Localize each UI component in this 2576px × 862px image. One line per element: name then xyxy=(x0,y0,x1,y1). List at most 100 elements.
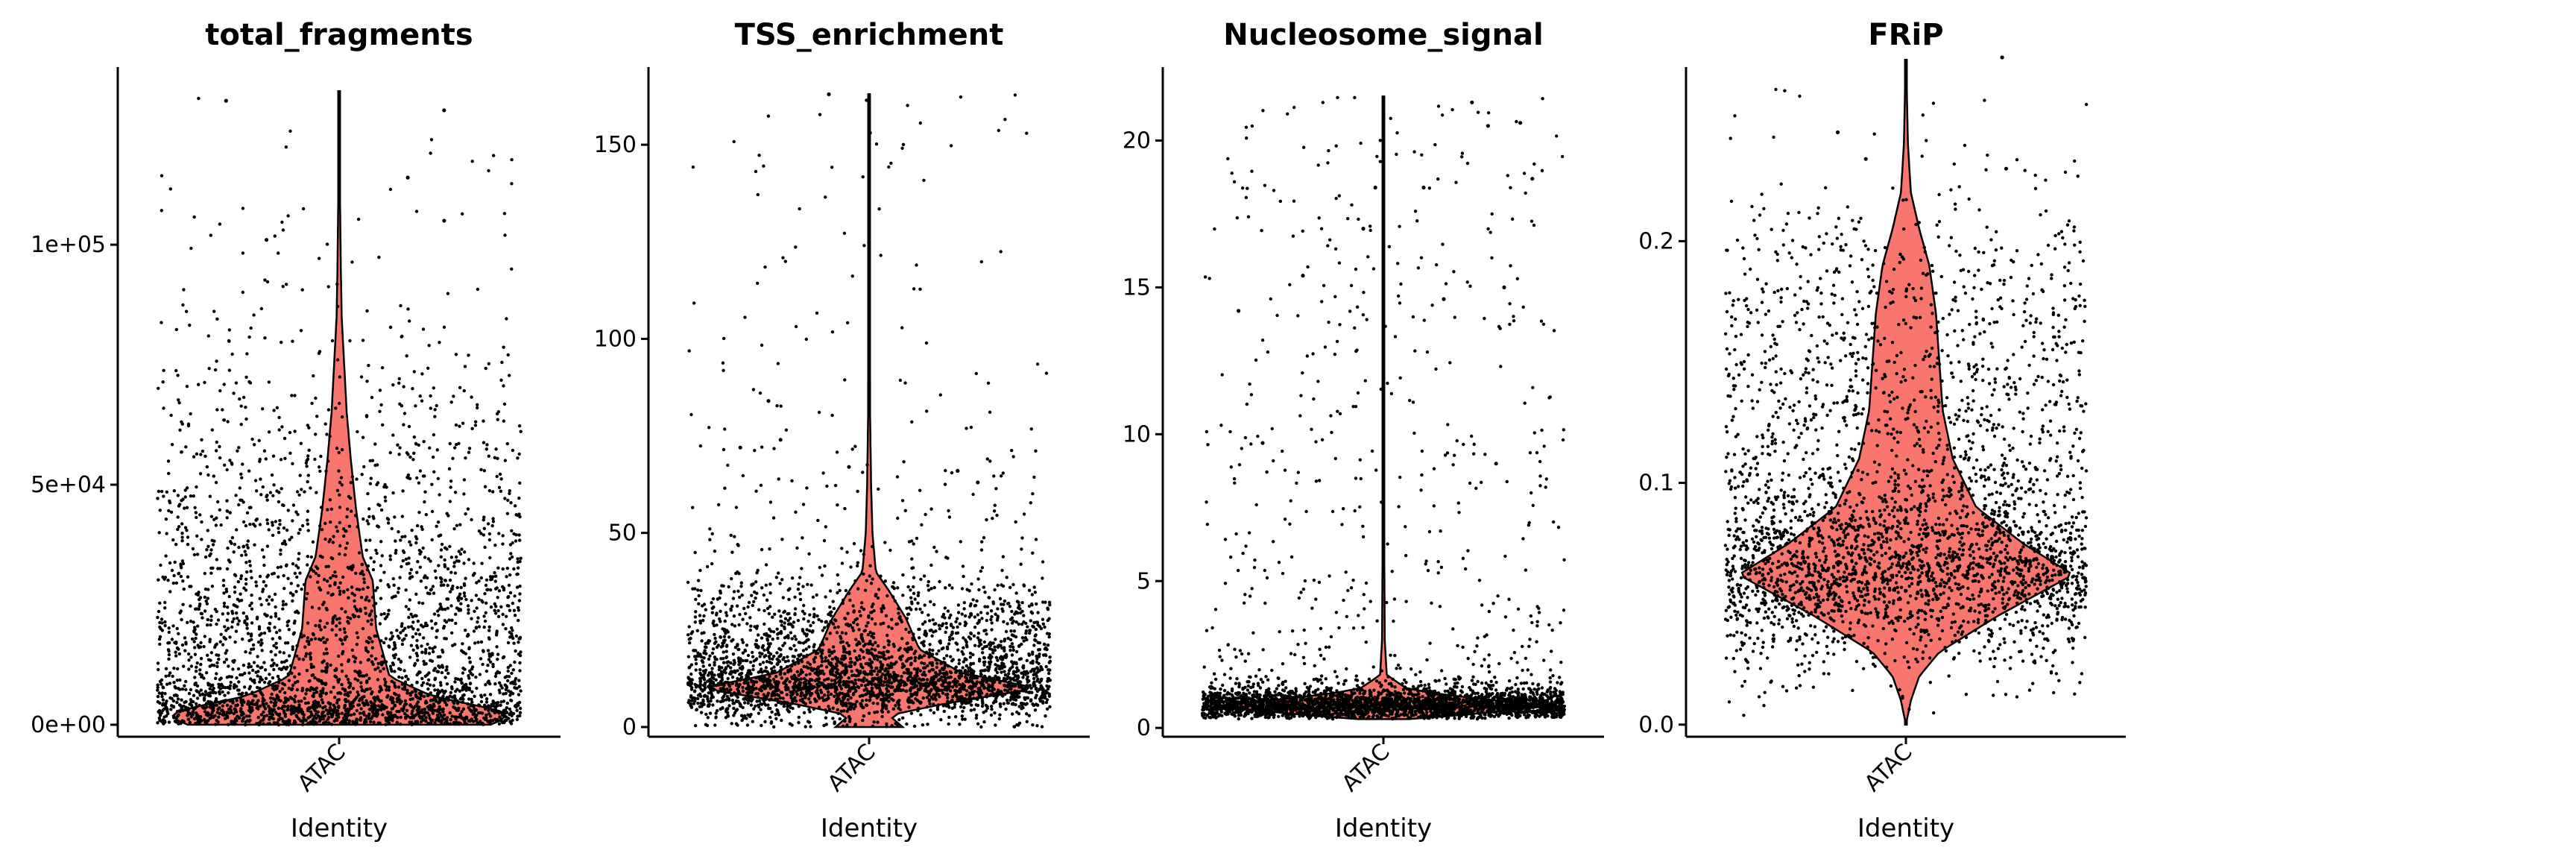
data-point xyxy=(508,631,511,634)
data-point xyxy=(315,690,318,693)
data-point xyxy=(420,644,423,647)
data-point xyxy=(493,603,496,605)
data-point xyxy=(162,369,165,372)
data-point xyxy=(459,603,462,605)
data-point xyxy=(215,523,218,526)
data-point xyxy=(507,666,510,669)
data-point xyxy=(894,704,897,707)
data-point xyxy=(294,511,297,514)
data-point xyxy=(312,673,315,676)
data-point xyxy=(773,613,776,616)
data-point xyxy=(290,536,293,539)
data-point xyxy=(273,721,276,724)
data-point xyxy=(396,444,399,447)
data-point xyxy=(722,657,724,660)
data-point xyxy=(853,673,856,676)
data-point xyxy=(830,166,833,169)
data-point xyxy=(912,287,915,290)
data-point xyxy=(743,701,746,704)
data-point xyxy=(396,697,399,700)
data-point xyxy=(301,687,304,690)
data-point xyxy=(502,384,505,387)
data-point xyxy=(376,695,379,698)
data-point xyxy=(720,672,723,675)
data-point xyxy=(180,699,183,702)
data-point xyxy=(328,435,331,438)
data-point xyxy=(915,537,918,540)
data-point xyxy=(501,686,504,689)
data-point xyxy=(326,638,329,641)
data-point xyxy=(329,690,332,693)
data-point xyxy=(437,564,440,567)
data-point xyxy=(180,707,183,710)
data-point xyxy=(862,573,865,576)
data-point xyxy=(794,511,797,514)
data-point xyxy=(903,671,906,674)
data-point xyxy=(265,614,268,617)
data-point xyxy=(235,685,238,688)
data-point xyxy=(484,611,487,614)
data-point xyxy=(976,577,979,580)
data-point xyxy=(982,664,985,667)
data-point xyxy=(414,632,417,635)
data-point xyxy=(270,693,273,696)
data-point xyxy=(693,655,696,658)
data-point xyxy=(419,469,422,472)
data-point xyxy=(860,684,863,687)
data-point xyxy=(416,560,419,563)
data-point xyxy=(494,447,497,450)
data-point xyxy=(969,655,972,658)
data-point xyxy=(272,662,275,665)
data-point xyxy=(327,540,330,543)
data-point xyxy=(157,695,160,698)
data-point xyxy=(347,678,350,681)
data-point xyxy=(947,723,950,726)
data-point xyxy=(752,708,755,711)
data-point xyxy=(738,613,741,616)
data-point xyxy=(388,554,391,557)
data-point xyxy=(496,609,499,612)
data-point xyxy=(695,668,698,671)
data-point xyxy=(373,635,376,638)
data-point xyxy=(212,518,215,521)
data-point xyxy=(466,702,469,705)
data-point xyxy=(215,643,218,646)
data-point xyxy=(185,706,188,709)
data-point xyxy=(945,654,948,657)
data-point xyxy=(234,494,237,497)
data-point xyxy=(503,497,506,500)
data-point xyxy=(400,676,403,679)
data-point xyxy=(181,720,184,723)
data-point xyxy=(335,575,338,578)
data-point xyxy=(300,588,303,591)
data-point xyxy=(271,573,274,576)
data-point xyxy=(725,649,728,652)
data-point xyxy=(316,704,319,707)
data-point xyxy=(414,404,417,407)
data-point xyxy=(437,664,440,667)
data-point xyxy=(461,213,464,216)
data-point xyxy=(181,559,184,562)
data-point xyxy=(727,635,730,638)
data-point xyxy=(382,641,385,644)
data-point xyxy=(467,608,470,611)
data-point xyxy=(364,539,367,542)
data-point xyxy=(482,533,485,536)
data-point xyxy=(190,664,193,667)
data-point xyxy=(1020,601,1023,604)
data-point xyxy=(362,436,364,439)
data-point xyxy=(162,406,165,409)
data-point xyxy=(1026,681,1029,684)
data-point xyxy=(774,675,777,678)
data-point xyxy=(441,650,444,653)
data-point xyxy=(165,517,168,520)
data-point xyxy=(502,655,505,658)
data-point xyxy=(775,693,778,696)
data-point xyxy=(893,645,896,648)
data-point xyxy=(164,675,167,678)
data-point xyxy=(244,376,247,379)
data-point xyxy=(474,421,477,424)
data-point xyxy=(954,715,957,718)
data-point xyxy=(461,697,464,700)
data-point xyxy=(373,698,376,701)
